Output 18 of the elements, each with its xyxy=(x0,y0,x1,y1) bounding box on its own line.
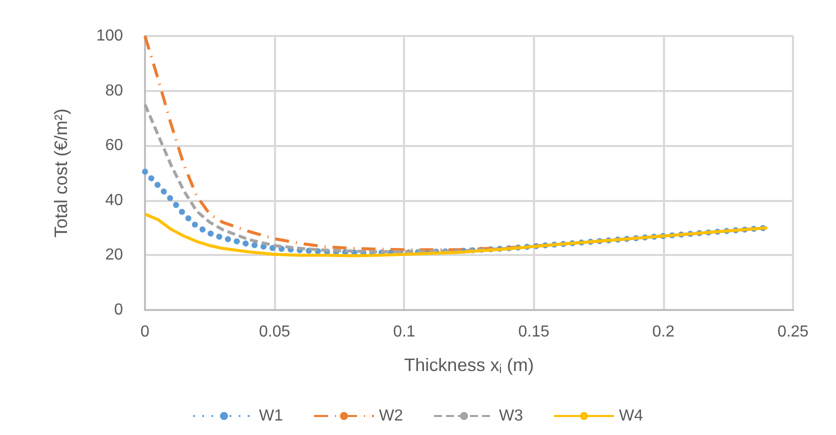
legend-label: W1 xyxy=(259,408,284,424)
y-tick-label: 40 xyxy=(105,192,124,209)
x-tick-label: 0.25 xyxy=(777,324,809,340)
line-series xyxy=(144,212,769,258)
legend-label: W2 xyxy=(379,408,404,424)
x-tick-label: 0.15 xyxy=(518,324,550,340)
x-tick-label: 0.2 xyxy=(652,324,675,340)
y-tick-label: 80 xyxy=(105,82,124,100)
legend-label: W3 xyxy=(499,408,524,424)
x-tick-label: 0 xyxy=(140,324,150,340)
y-axis-title: Total cost (€/m²) xyxy=(51,108,71,238)
y-tick-label: 20 xyxy=(105,246,124,264)
y-tick-label: 100 xyxy=(96,28,124,44)
x-tick-label: 0.1 xyxy=(393,324,416,340)
x-tick-label: 0.05 xyxy=(259,324,290,340)
legend-label: W4 xyxy=(619,408,644,424)
y-tick-label: 0 xyxy=(114,302,124,318)
y-tick-label: 60 xyxy=(105,137,124,154)
